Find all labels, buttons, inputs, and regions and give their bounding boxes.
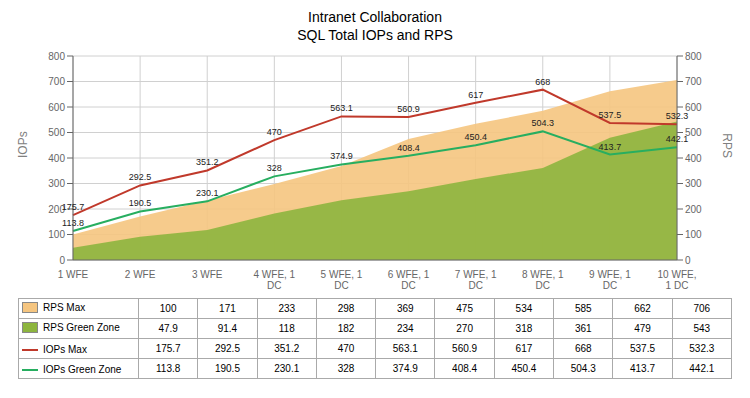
html-text:706: 706	[693, 303, 711, 314]
html-text:118: 118	[278, 323, 295, 334]
svg-text:292.5: 292.5	[129, 172, 152, 182]
html-text:190.5: 190.5	[214, 363, 240, 374]
html-text:504.3: 504.3	[570, 363, 596, 374]
html-text:328: 328	[337, 363, 355, 374]
html-text:534: 534	[515, 303, 533, 314]
html-text:233: 233	[278, 303, 296, 314]
svg-text:4 WFE, 1DC: 4 WFE, 1DC	[253, 269, 295, 291]
html-text:543: 543	[693, 323, 711, 334]
html-text:171: 171	[219, 303, 236, 314]
svg-text:0: 0	[59, 255, 65, 266]
svg-text:500: 500	[685, 127, 702, 139]
html-text:369: 369	[397, 303, 414, 314]
html-text:442.1: 442.1	[689, 363, 715, 374]
svg-text:351.2: 351.2	[196, 157, 219, 167]
svg-text:400: 400	[48, 153, 65, 164]
svg-text:10 WFE,1 DC: 10 WFE,1 DC	[658, 269, 697, 291]
svg-text:300: 300	[685, 178, 702, 189]
html-text:413.7: 413.7	[630, 363, 655, 374]
svg-text:532.3: 532.3	[666, 111, 689, 121]
html-text:182: 182	[337, 323, 355, 334]
html-text:408.4: 408.4	[452, 363, 478, 374]
html-text:617: 617	[515, 343, 533, 354]
html-text:537.5: 537.5	[630, 343, 655, 354]
svg-text:560.9: 560.9	[397, 104, 420, 114]
html-text:230.1: 230.1	[274, 363, 300, 374]
svg-text:600: 600	[48, 102, 65, 113]
svg-text:800: 800	[685, 51, 702, 62]
html-text:47.9: 47.9	[158, 323, 178, 334]
html-text:450.4: 450.4	[511, 363, 537, 374]
html-text:292.5: 292.5	[214, 343, 240, 354]
svg-text:408.4: 408.4	[397, 143, 420, 153]
svg-text:100: 100	[685, 229, 702, 240]
html-text:318: 318	[515, 323, 533, 334]
html-text:298: 298	[337, 303, 355, 314]
svg-text:0: 0	[685, 255, 691, 266]
html-text:585: 585	[574, 303, 592, 314]
html-text:91.4: 91.4	[217, 323, 238, 334]
html-text:374.9: 374.9	[392, 363, 418, 374]
svg-text:800: 800	[48, 51, 65, 62]
svg-text:200: 200	[685, 204, 702, 215]
svg-text:328: 328	[267, 163, 282, 173]
svg-text:8 WFE, 1DC: 8 WFE, 1DC	[522, 269, 564, 291]
svg-text:504.3: 504.3	[532, 118, 555, 128]
html-text:662: 662	[634, 303, 651, 314]
svg-text:113.8: 113.8	[62, 218, 84, 228]
html-text:479: 479	[634, 323, 651, 334]
html-text:113.8: 113.8	[156, 363, 181, 374]
svg-text:700: 700	[48, 76, 65, 87]
html-text:470: 470	[337, 343, 355, 354]
html-text:475: 475	[456, 303, 473, 314]
svg-text:3 WFE: 3 WFE	[192, 269, 223, 280]
svg-text:413.7: 413.7	[599, 142, 622, 152]
html-text:270: 270	[456, 323, 473, 334]
html-text:560.9: 560.9	[452, 343, 478, 354]
html-text:361: 361	[574, 323, 592, 334]
html-text:100: 100	[159, 303, 177, 314]
html-text:563.1: 563.1	[392, 343, 418, 354]
svg-text:537.5: 537.5	[599, 110, 622, 120]
svg-text:442.1: 442.1	[666, 134, 689, 144]
svg-text:374.9: 374.9	[330, 151, 353, 161]
svg-text:100: 100	[48, 229, 65, 240]
html-text:668: 668	[574, 343, 592, 354]
svg-text:500: 500	[48, 127, 65, 138]
svg-text:617: 617	[468, 90, 483, 100]
svg-text:IOPs: IOPs	[16, 131, 30, 158]
svg-text:1 WFE: 1 WFE	[58, 269, 89, 280]
svg-text:400: 400	[685, 153, 702, 164]
svg-text:6 WFE, 1DC: 6 WFE, 1DC	[388, 269, 430, 291]
html-text:RPS Green Zone: RPS Green Zone	[43, 322, 120, 333]
html-text:234: 234	[397, 323, 414, 334]
svg-text:300: 300	[48, 178, 65, 189]
html-text:175.7: 175.7	[155, 343, 181, 354]
svg-text:700: 700	[685, 76, 702, 87]
svg-text:7 WFE, 1DC: 7 WFE, 1DC	[455, 269, 497, 291]
svg-text:190.5: 190.5	[129, 198, 152, 208]
svg-text:RPS: RPS	[720, 133, 734, 158]
html-text:IOPs Max: IOPs Max	[43, 344, 87, 356]
svg-text:230.1: 230.1	[196, 188, 219, 198]
html-text:532.3: 532.3	[689, 343, 715, 354]
svg-text:175.7: 175.7	[62, 202, 85, 212]
svg-text:200: 200	[48, 203, 65, 215]
svg-text:5 WFE, 1DC: 5 WFE, 1DC	[321, 269, 363, 291]
svg-text:9 WFE, 1DC: 9 WFE, 1DC	[589, 269, 631, 291]
html-text:RPS Max: RPS Max	[43, 302, 86, 313]
svg-text:450.4: 450.4	[464, 132, 487, 142]
svg-text:470: 470	[267, 127, 282, 137]
html-text:Intranet Collaboration: Intranet Collaboration	[308, 9, 442, 25]
svg-text:2 WFE: 2 WFE	[125, 269, 156, 280]
svg-text:563.1: 563.1	[330, 103, 353, 113]
svg-text:600: 600	[685, 101, 702, 113]
html-text:351.2: 351.2	[274, 343, 300, 354]
svg-text:668: 668	[535, 77, 550, 87]
html-text:IOPs Green Zone: IOPs Green Zone	[43, 364, 122, 376]
html-text:SQL Total IOPs and RPS: SQL Total IOPs and RPS	[297, 27, 453, 43]
